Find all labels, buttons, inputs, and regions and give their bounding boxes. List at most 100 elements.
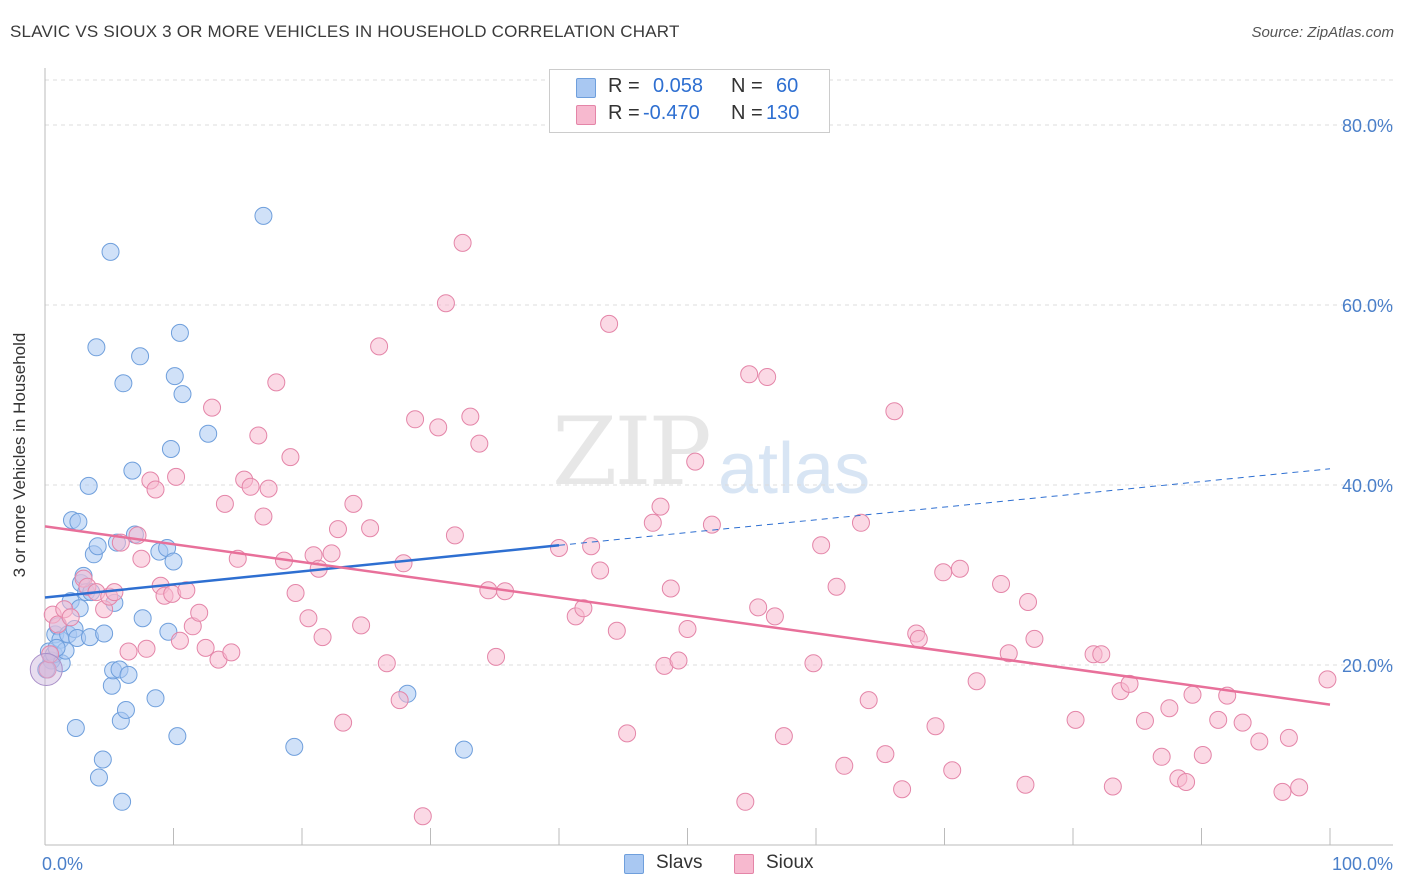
point-sioux [582,537,601,556]
point-slavs [66,719,85,737]
point-sioux [999,644,1018,663]
point-sioux [909,629,928,648]
point-sioux [170,631,189,650]
point-slavs [119,665,138,684]
trendline-sioux [44,525,1331,706]
point-slavs [114,374,133,393]
legend-n-value: 60 [776,75,799,97]
point-slavs [199,424,218,443]
legend-row-slavs: R = 0.058 N = 60 [550,74,829,100]
point-sioux [643,513,662,532]
point-slavs [168,727,187,746]
point-sioux [167,467,186,486]
point-sioux [736,792,755,811]
point-sioux [322,544,341,563]
point-sioux [1016,775,1035,794]
point-sioux [132,549,151,568]
point-sioux [926,717,945,736]
point-sioux [394,554,413,573]
point-sioux [313,628,332,647]
point-sioux [804,654,823,673]
point-slavs [170,323,189,342]
point-sioux [1135,711,1154,730]
point-sioux [137,639,156,658]
point-sioux [470,434,489,453]
point-sioux [254,507,273,526]
point-sioux [222,643,241,662]
point-slavs [123,461,142,480]
point-slavs [93,750,112,769]
point-sioux [249,426,268,445]
bottom-legend-label: Sioux [766,852,814,873]
point-sioux [702,515,721,534]
point-sioux [406,410,425,429]
point-sioux [413,807,432,826]
point-sioux [1019,593,1038,611]
y-tick-label: 60.0% [1342,296,1393,316]
point-sioux [758,368,777,386]
point-sioux [765,607,784,626]
point-slavs [285,737,304,756]
point-slavs [89,768,108,787]
point-sioux [1290,778,1309,797]
point-overlap [29,653,63,686]
point-slavs [101,242,120,261]
point-sioux [812,536,831,555]
point-sioux [1103,777,1122,796]
legend-r-label: R = [608,102,640,124]
legend-swatch-slavs [576,78,596,98]
point-sioux [600,314,619,333]
point-sioux [943,761,962,780]
point-sioux [390,691,409,710]
legend-r-value: 0.058 [653,75,704,97]
point-sioux [992,575,1011,593]
point-sioux [876,745,895,764]
point-sioux [334,713,353,732]
point-sioux [281,448,300,467]
point-sioux [436,294,455,313]
point-slavs [79,476,98,495]
point-sioux [669,651,688,670]
x-tick-label: 100.0% [1332,854,1393,874]
chart-title: SLAVIC VS SIOUX 3 OR MORE VEHICLES IN HO… [10,22,680,41]
point-sioux [259,479,278,498]
point-sioux [1183,685,1202,704]
point-slavs [102,676,121,695]
point-slavs [133,609,152,628]
point-slavs [165,367,184,386]
legend-row-sioux: R = -0.470 N = 130 [550,101,829,127]
point-sioux [344,494,363,513]
point-sioux [128,526,147,545]
point-slavs [254,206,273,225]
point-sioux [1177,773,1196,791]
point-sioux [196,638,215,657]
point-sioux [461,407,480,426]
point-sioux [377,654,396,673]
point-sioux [453,233,472,252]
point-sioux [661,579,680,598]
point-sioux [618,724,637,743]
point-sioux [1318,670,1337,689]
point-sioux [1152,747,1171,766]
point-sioux [893,780,912,799]
point-sioux [328,520,347,539]
point-sioux [591,561,610,580]
point-sioux [119,642,138,661]
point-sioux [1209,710,1228,729]
point-sioux [686,452,705,471]
point-sioux [574,599,593,618]
point-slavs [116,701,135,719]
point-sioux [241,477,260,496]
legend-swatch-sioux [576,105,596,125]
point-sioux [1160,699,1179,718]
x-tick-label: 0.0% [42,854,83,874]
source-label: Source: ZipAtlas.com [1251,24,1394,41]
trendline-extension-slavs [558,468,1331,546]
point-sioux [740,365,759,384]
point-slavs [95,624,114,643]
y-tick-label: 20.0% [1342,656,1393,676]
legend-n-label: N = [731,75,763,97]
point-sioux [203,398,222,417]
point-sioux [678,620,697,638]
